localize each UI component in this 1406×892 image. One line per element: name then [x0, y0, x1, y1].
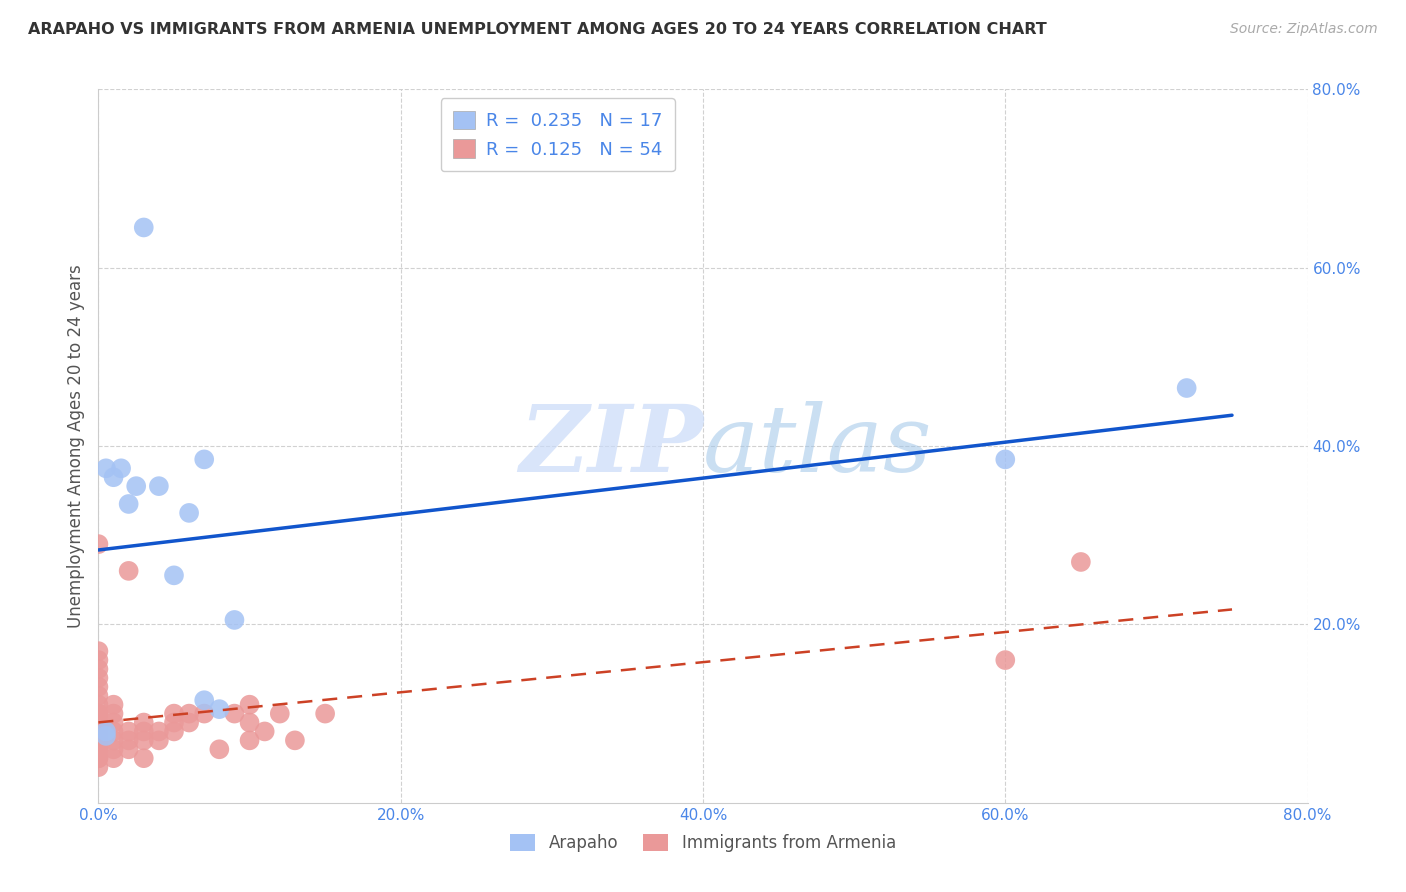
Point [87, 733, 110, 747]
Point [132, 715, 155, 730]
Text: ZIP: ZIP [519, 401, 703, 491]
Point [118, 742, 141, 756]
Point [118, 497, 141, 511]
Point [224, 613, 246, 627]
Y-axis label: Unemployment Among Ages 20 to 24 years: Unemployment Among Ages 20 to 24 years [66, 264, 84, 628]
Text: Source: ZipAtlas.com: Source: ZipAtlas.com [1230, 22, 1378, 37]
Text: ARAPAHO VS IMMIGRANTS FROM ARMENIA UNEMPLOYMENT AMONG AGES 20 TO 24 YEARS CORREL: ARAPAHO VS IMMIGRANTS FROM ARMENIA UNEMP… [28, 22, 1047, 37]
Point [87, 751, 110, 765]
Point [87, 662, 110, 676]
Point [87, 760, 110, 774]
Point [994, 452, 1017, 467]
Point [87, 644, 110, 658]
Point [193, 452, 215, 467]
Point [87, 724, 110, 739]
Point [94, 724, 117, 739]
Point [179, 706, 201, 721]
Legend: Arapaho, Immigrants from Armenia: Arapaho, Immigrants from Armenia [503, 827, 903, 859]
Point [179, 715, 201, 730]
Point [87, 724, 110, 739]
Point [239, 733, 262, 747]
Point [118, 724, 141, 739]
Point [208, 742, 231, 756]
Point [103, 706, 125, 721]
Point [94, 461, 117, 475]
Point [87, 742, 110, 756]
Point [87, 680, 110, 694]
Point [132, 220, 155, 235]
Point [87, 671, 110, 685]
Text: atlas: atlas [703, 401, 932, 491]
Point [132, 751, 155, 765]
Point [103, 742, 125, 756]
Point [224, 706, 246, 721]
Point [87, 537, 110, 551]
Point [103, 724, 125, 739]
Point [163, 568, 186, 582]
Point [87, 706, 110, 721]
Point [132, 724, 155, 739]
Point [87, 742, 110, 756]
Point [125, 479, 148, 493]
Point [118, 733, 141, 747]
Point [269, 706, 291, 721]
Point [110, 461, 132, 475]
Point [163, 724, 186, 739]
Point [87, 706, 110, 721]
Point [87, 689, 110, 703]
Point [163, 715, 186, 730]
Point [284, 733, 307, 747]
Point [87, 733, 110, 747]
Point [253, 724, 276, 739]
Point [103, 470, 125, 484]
Point [87, 751, 110, 765]
Point [148, 733, 170, 747]
Point [103, 733, 125, 747]
Point [94, 729, 117, 743]
Point [163, 706, 186, 721]
Point [208, 702, 231, 716]
Point [148, 724, 170, 739]
Point [103, 698, 125, 712]
Point [314, 706, 336, 721]
Point [87, 653, 110, 667]
Point [239, 698, 262, 712]
Point [148, 479, 170, 493]
Point [1175, 381, 1198, 395]
Point [103, 715, 125, 730]
Point [132, 733, 155, 747]
Point [118, 564, 141, 578]
Point [87, 698, 110, 712]
Point [87, 715, 110, 730]
Point [1070, 555, 1092, 569]
Point [239, 715, 262, 730]
Point [994, 653, 1017, 667]
Point [193, 706, 215, 721]
Point [103, 751, 125, 765]
Point [179, 506, 201, 520]
Point [193, 693, 215, 707]
